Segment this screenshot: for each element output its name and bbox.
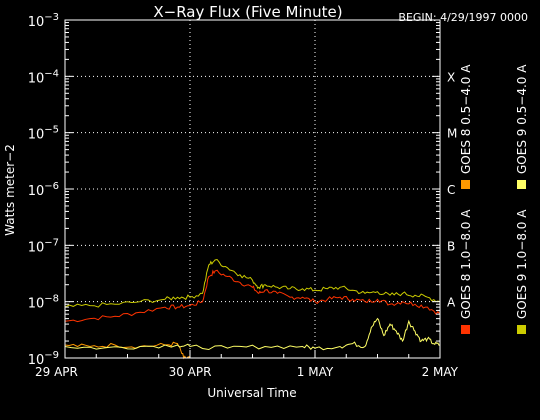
y-tick-label: 10−9 [28,350,59,368]
x-tick-label: 2 MAY [422,365,459,379]
grid-lines [65,20,440,358]
y-tick-label: 10−3 [28,12,59,30]
y-axis-ticks: 10−3 10−4 10−5 10−6 10−7 10−8 10−9 [28,12,440,368]
series-line-4 [64,317,441,351]
flare-class-label: X [447,70,455,84]
series-line-1 [64,269,441,323]
legend-swatch [461,180,470,189]
begin-label: BEGIN: 4/29/1997 0000 [398,11,528,24]
x-axis-label: Universal Time [207,386,296,400]
series-lines [64,258,441,360]
x-axis-ticks: 29 APR 30 APR 1 MAY 2 MAY [35,350,459,379]
y-tick-label: 10−7 [28,237,59,255]
y-tick-label: 10−6 [28,181,59,199]
y-tick-label: 10−4 [28,68,59,86]
legend-swatch [517,180,526,189]
flare-class-label: B [447,239,455,253]
flare-class-label: C [447,183,455,197]
flare-class-label: A [447,296,456,310]
legend-entry: GOES 9 0.5−4.0 A [515,64,529,174]
legend-entry: GOES 8 1.0−8.0 A [459,209,473,319]
y-tick-label: 10−5 [28,125,59,143]
x-tick-label: 30 APR [169,365,212,379]
legend-entry: GOES 8 0.5−4.0 A [459,64,473,174]
y-tick-label: 10−8 [28,294,59,312]
x-tick-label: 29 APR [35,365,78,379]
series-line-3 [64,258,441,308]
x-tick-label: 1 MAY [297,365,334,379]
legend-entry: GOES 9 1.0−8.0 A [515,209,529,319]
legend-swatch [517,325,526,334]
legend-swatch [461,325,470,334]
chart-title: X−Ray Flux (Five Minute) [153,3,342,21]
flare-class-label: M [447,127,457,141]
legend: GOES 8 1.0−8.0 A GOES 8 0.5−4.0 A GOES 9 1… [459,64,529,334]
flare-class-labels: X M C B A [447,70,457,309]
y-axis-label: Watts meter−2 [3,144,17,236]
